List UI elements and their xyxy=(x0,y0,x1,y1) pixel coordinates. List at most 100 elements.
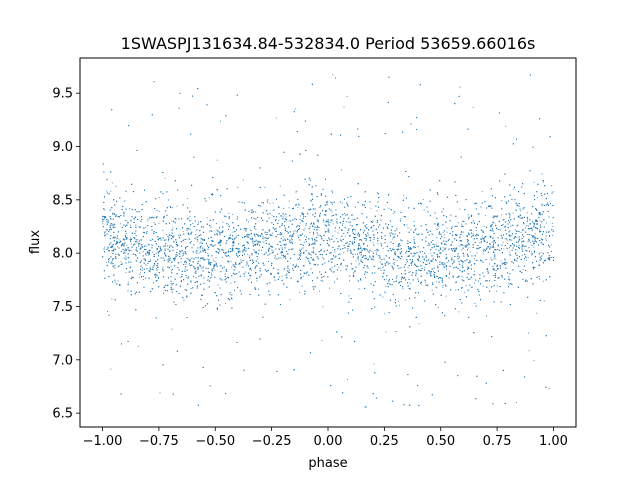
data-point xyxy=(249,277,251,279)
data-point xyxy=(137,242,139,244)
data-point xyxy=(431,259,433,261)
data-point xyxy=(222,256,223,258)
data-point xyxy=(237,186,239,188)
data-point xyxy=(329,222,331,223)
data-point xyxy=(552,226,554,227)
data-point xyxy=(458,311,460,313)
data-point xyxy=(166,233,167,235)
data-point xyxy=(418,323,420,325)
data-point xyxy=(495,258,497,260)
data-point xyxy=(262,234,263,236)
data-point xyxy=(117,266,119,268)
data-point xyxy=(345,214,347,216)
data-point xyxy=(119,223,121,225)
data-point xyxy=(530,241,532,243)
data-point xyxy=(502,219,504,221)
chart-title: 1SWASPJ131634.84-532834.0 Period 53659.6… xyxy=(121,34,536,53)
data-point xyxy=(214,261,216,262)
data-point xyxy=(137,345,139,347)
data-point xyxy=(468,247,470,249)
data-point xyxy=(548,388,550,390)
data-point xyxy=(261,249,263,251)
data-point xyxy=(257,258,258,260)
data-point xyxy=(438,225,440,227)
data-point xyxy=(226,251,228,253)
data-point xyxy=(129,237,131,239)
data-point xyxy=(446,227,448,229)
data-point xyxy=(530,234,532,236)
data-point xyxy=(414,255,416,257)
data-point xyxy=(346,378,348,380)
data-point xyxy=(271,215,273,217)
data-point xyxy=(354,270,356,272)
data-point xyxy=(527,241,529,243)
data-point xyxy=(322,306,324,308)
data-point xyxy=(349,280,350,282)
data-point xyxy=(196,252,198,254)
data-point xyxy=(225,216,227,218)
data-point xyxy=(141,270,143,271)
data-point xyxy=(129,208,131,210)
data-point xyxy=(300,215,301,217)
data-point xyxy=(461,223,463,225)
data-point xyxy=(281,233,282,235)
data-point xyxy=(476,233,478,235)
data-point xyxy=(441,262,443,264)
data-point xyxy=(412,247,414,249)
data-point xyxy=(117,280,119,282)
data-point xyxy=(186,257,188,259)
data-point xyxy=(534,267,536,269)
data-point xyxy=(176,205,178,207)
data-point xyxy=(230,237,232,239)
data-point xyxy=(413,220,415,222)
data-point xyxy=(189,229,191,231)
data-point xyxy=(442,286,444,288)
data-point xyxy=(513,188,515,190)
data-point xyxy=(149,266,151,268)
data-point xyxy=(493,222,495,224)
data-point xyxy=(436,260,437,262)
data-point xyxy=(469,251,471,253)
data-point xyxy=(328,225,330,226)
data-point xyxy=(243,275,245,277)
data-point xyxy=(532,235,534,237)
data-point xyxy=(246,248,248,250)
data-point xyxy=(288,207,290,209)
data-point xyxy=(297,234,299,236)
data-point xyxy=(490,246,492,248)
data-point xyxy=(491,246,493,248)
data-point xyxy=(394,264,395,266)
data-point xyxy=(501,200,503,202)
data-point xyxy=(195,272,197,274)
data-point xyxy=(272,202,274,204)
data-point xyxy=(533,246,535,248)
data-point xyxy=(152,251,154,253)
data-point xyxy=(502,241,504,243)
data-point xyxy=(207,253,209,255)
data-point xyxy=(443,267,445,269)
data-point xyxy=(370,207,372,209)
data-point xyxy=(481,235,483,237)
data-point xyxy=(486,249,488,250)
data-point xyxy=(158,222,160,224)
data-point xyxy=(187,278,189,280)
data-point xyxy=(269,229,271,231)
data-point xyxy=(256,280,258,282)
data-point xyxy=(334,251,336,253)
data-point xyxy=(423,258,425,260)
data-point xyxy=(304,227,306,229)
data-point xyxy=(516,402,517,404)
data-point xyxy=(271,232,273,234)
data-point xyxy=(379,261,381,263)
data-point xyxy=(124,241,126,243)
data-point xyxy=(227,223,229,225)
data-point xyxy=(301,220,302,222)
data-point xyxy=(217,248,219,250)
data-point xyxy=(206,258,208,260)
data-point xyxy=(125,239,127,240)
data-point xyxy=(332,204,333,205)
data-point xyxy=(110,368,112,370)
data-point xyxy=(106,190,108,192)
data-point xyxy=(104,232,105,234)
